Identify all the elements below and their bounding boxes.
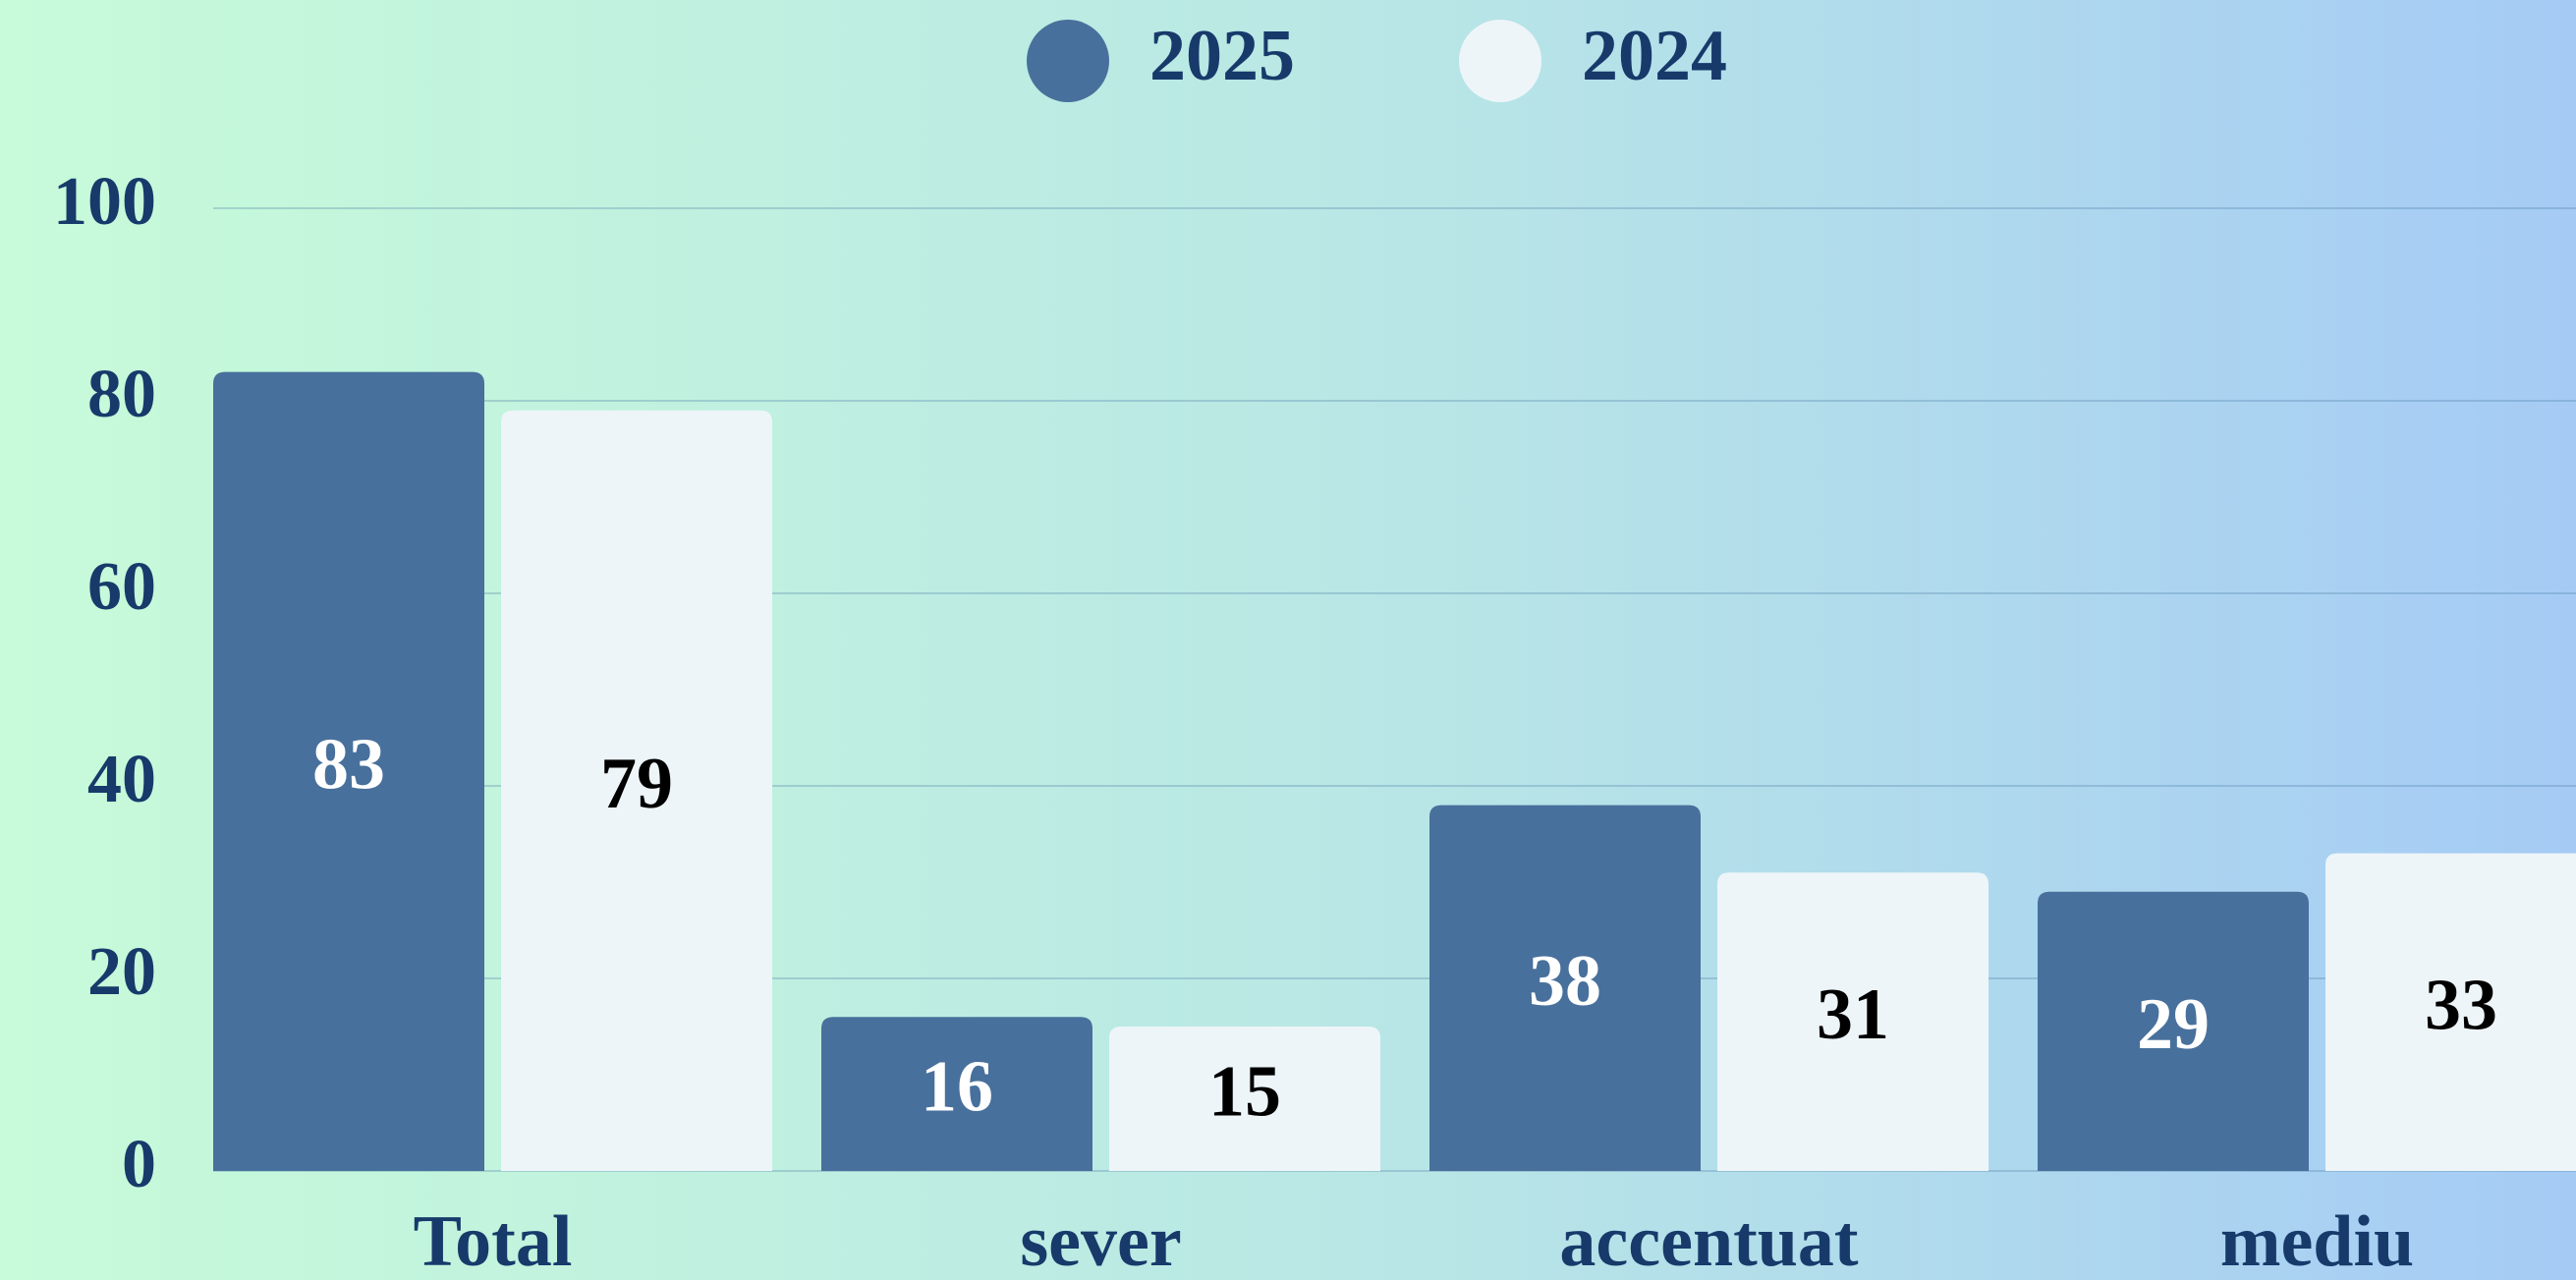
legend-label: 2024 xyxy=(1582,16,1727,96)
bar xyxy=(2325,853,2576,1171)
value-label: 15 xyxy=(1208,1051,1281,1132)
value-label: 38 xyxy=(1529,941,1601,1022)
bar xyxy=(2038,891,2309,1171)
value-label: 16 xyxy=(921,1047,993,1128)
bar xyxy=(1109,1027,1380,1171)
legend-label: 2025 xyxy=(1149,16,1295,96)
x-tick-label: accentuat xyxy=(1559,1201,1858,1280)
bar xyxy=(821,1017,1092,1171)
value-label: 31 xyxy=(1817,974,1889,1055)
legend-swatch xyxy=(1459,20,1541,102)
bar xyxy=(213,371,484,1172)
value-label: 29 xyxy=(2137,984,2210,1065)
y-tick-label: 20 xyxy=(87,934,156,1010)
x-tick-label: mediu xyxy=(2220,1201,2414,1280)
bar xyxy=(1429,805,1701,1171)
y-tick-label: 0 xyxy=(122,1127,156,1202)
y-tick-label: 60 xyxy=(87,549,156,625)
bar xyxy=(501,410,772,1171)
bar xyxy=(1717,872,1988,1171)
value-label: 33 xyxy=(2425,965,2497,1045)
legend-swatch xyxy=(1027,20,1109,102)
y-tick-label: 80 xyxy=(87,357,156,432)
value-label: 83 xyxy=(312,724,385,805)
x-tick-label: sever xyxy=(1020,1201,1181,1280)
y-tick-label: 40 xyxy=(87,742,156,817)
x-tick-label: Total xyxy=(414,1201,573,1280)
value-label: 79 xyxy=(600,744,673,824)
y-tick-label: 100 xyxy=(53,164,156,240)
